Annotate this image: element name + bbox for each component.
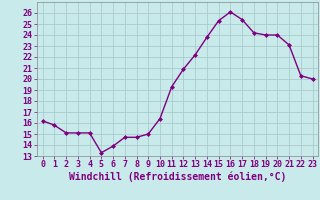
X-axis label: Windchill (Refroidissement éolien,°C): Windchill (Refroidissement éolien,°C) [69,172,286,182]
